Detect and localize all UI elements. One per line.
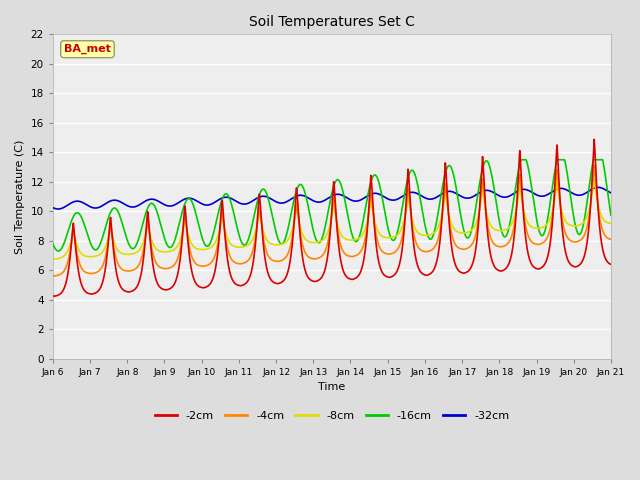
Text: BA_met: BA_met: [64, 44, 111, 54]
X-axis label: Time: Time: [318, 383, 346, 393]
Y-axis label: Soil Temperature (C): Soil Temperature (C): [15, 139, 25, 254]
Legend: -2cm, -4cm, -8cm, -16cm, -32cm: -2cm, -4cm, -8cm, -16cm, -32cm: [150, 407, 513, 426]
Title: Soil Temperatures Set C: Soil Temperatures Set C: [249, 15, 415, 29]
